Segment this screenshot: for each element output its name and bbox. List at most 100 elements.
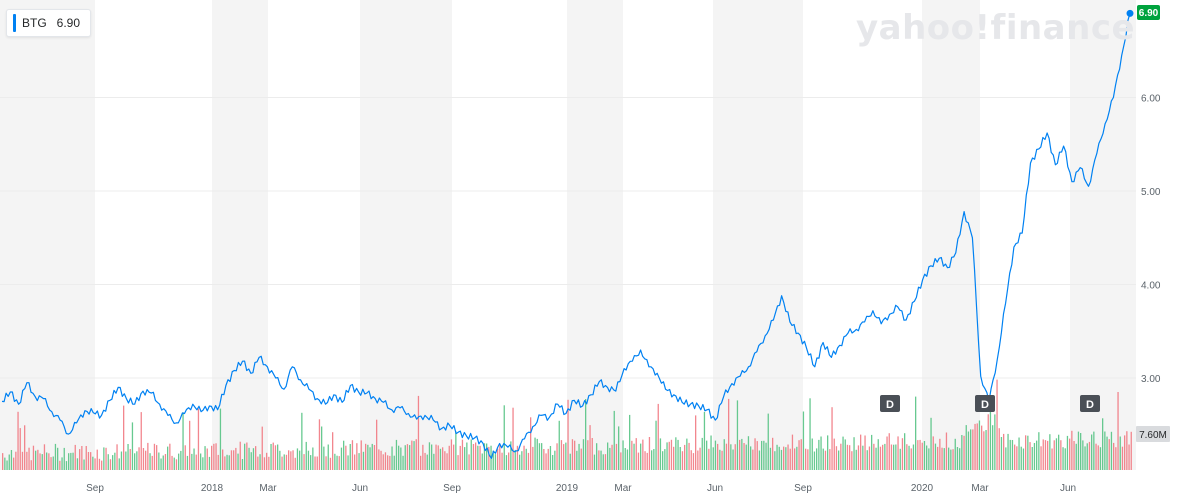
volume-bar: [684, 444, 686, 470]
volume-bar: [373, 445, 376, 470]
volume-bar: [851, 451, 853, 470]
volume-bar: [455, 431, 457, 470]
volume-bar: [928, 448, 930, 470]
volume-bar: [710, 435, 712, 470]
volume-bar: [147, 442, 149, 470]
volume-bar: [719, 449, 721, 470]
volume-bar: [70, 452, 72, 470]
volume-bar: [439, 448, 442, 470]
volume-bar: [206, 448, 208, 470]
volume-bar: [970, 429, 972, 470]
volume-bar: [437, 445, 439, 470]
volume-bar: [981, 425, 983, 470]
volume-bar: [464, 447, 466, 470]
volume-bar: [948, 447, 950, 470]
volume-bar: [184, 445, 186, 470]
volume-bar: [1115, 447, 1117, 470]
volume-bar: [116, 444, 118, 470]
volume-bar: [701, 437, 703, 470]
volume-bar: [340, 447, 343, 470]
volume-bar: [950, 449, 952, 470]
volume-bar: [937, 446, 939, 470]
volume-bar: [972, 429, 974, 470]
volume-bar: [1018, 437, 1020, 470]
volume-bar: [987, 414, 989, 470]
volume-bar: [466, 442, 468, 470]
volume-bar: [602, 454, 604, 470]
volume-bar: [633, 443, 635, 470]
volume-bar: [327, 444, 329, 470]
volume-bar: [864, 435, 866, 470]
volume-bar: [371, 443, 373, 470]
volume-bar: [855, 449, 857, 470]
volume-bar: [585, 399, 587, 470]
volume-bar: [30, 460, 32, 470]
volume-bar: [739, 439, 741, 470]
volume-bar: [620, 452, 622, 470]
volume-bar: [1025, 435, 1027, 470]
volume-bar: [481, 453, 483, 470]
volume-bar: [609, 447, 611, 470]
volume-bar: [1080, 433, 1082, 470]
volume-bar: [343, 440, 345, 470]
volume-bar: [769, 447, 772, 470]
legend-chip[interactable]: BTG 6.90: [6, 9, 92, 37]
volume-bar: [774, 451, 776, 470]
volume-bar: [959, 448, 961, 470]
volume-bar: [505, 455, 508, 470]
volume-bar: [838, 450, 840, 470]
volume-bar: [321, 426, 323, 470]
volume-bar: [325, 456, 327, 470]
volume-bar: [164, 454, 167, 470]
volume-bar: [802, 411, 805, 470]
y-tick-label: 4.00: [1141, 281, 1161, 292]
volume-bar: [576, 450, 578, 470]
volume-bar: [527, 452, 530, 470]
volume-bar: [453, 444, 455, 470]
volume-bar: [252, 448, 255, 470]
volume-bar: [712, 447, 714, 470]
volume-bar: [248, 447, 250, 470]
volume-bar: [934, 443, 937, 470]
volume-bar: [1104, 431, 1106, 470]
dividend-marker[interactable]: D: [880, 395, 900, 412]
volume-bar: [778, 446, 780, 470]
volume-bar: [853, 437, 855, 470]
volume-bar: [290, 451, 292, 470]
volume-bar: [591, 438, 593, 470]
volume-bar: [354, 454, 356, 470]
volume-bar: [288, 450, 290, 470]
volume-bar: [998, 428, 1000, 470]
dividend-marker-bg: [880, 395, 900, 412]
volume-bar: [294, 457, 296, 470]
dividend-marker[interactable]: D: [975, 395, 995, 412]
volume-bar: [593, 454, 596, 470]
volume-bar: [613, 410, 615, 470]
volume-bar: [945, 432, 948, 470]
volume-bar: [486, 443, 488, 470]
volume-bar: [514, 449, 516, 470]
volume-bar: [901, 438, 904, 470]
volume-bar: [868, 446, 871, 470]
volume-bar: [1128, 444, 1130, 470]
volume-bar: [734, 444, 736, 470]
volume-bar: [180, 450, 182, 470]
current-price-tag-label: 6.90: [1139, 8, 1159, 19]
volume-bar: [54, 443, 57, 470]
volume-bar: [521, 451, 523, 470]
x-tick-label: Mar: [614, 483, 632, 494]
volume-bar: [1058, 434, 1060, 470]
volume-bar: [160, 458, 162, 470]
volume-bar: [171, 455, 173, 470]
volume-bar: [1036, 440, 1038, 470]
dividend-marker[interactable]: D: [1080, 395, 1100, 412]
volume-bar: [387, 455, 389, 470]
volume-bar: [611, 444, 613, 470]
y-axis-labels: 3.00 4.00 5.00 6.00: [1141, 94, 1161, 386]
volume-bar: [549, 446, 552, 470]
volume-bar: [316, 456, 318, 470]
volume-bar: [1130, 431, 1132, 470]
volume-bar: [1016, 446, 1018, 470]
volume-bar: [134, 453, 136, 470]
volume-bar: [787, 444, 789, 470]
